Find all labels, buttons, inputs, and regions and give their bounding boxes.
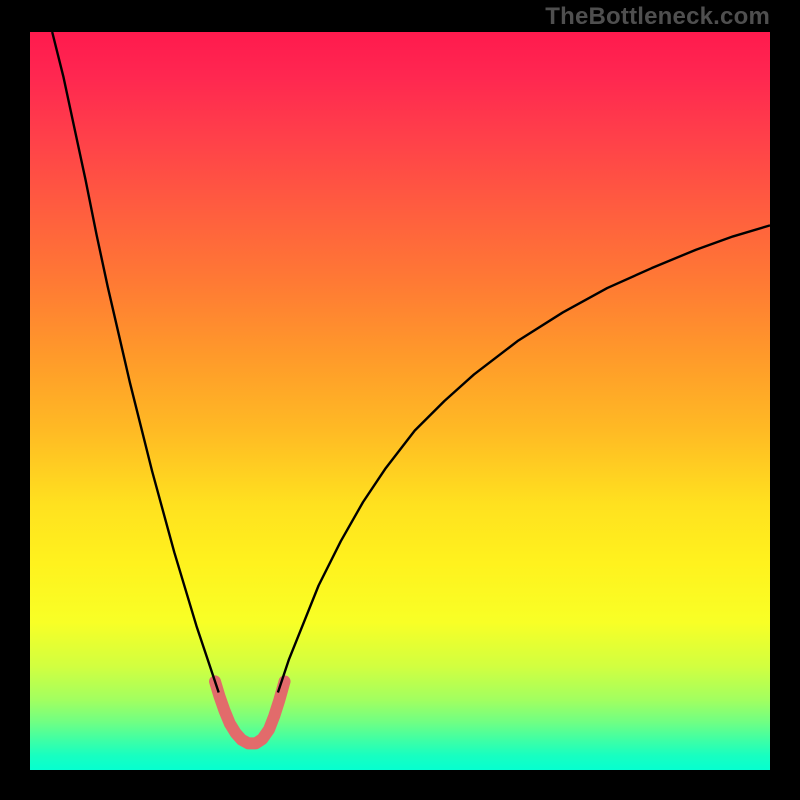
watermark-text: TheBottleneck.com — [545, 3, 770, 31]
bottleneck-curve-left — [52, 32, 219, 693]
bottleneck-curve-right — [278, 225, 770, 692]
curve-layer — [30, 32, 770, 770]
bottleneck-marker-band — [215, 681, 285, 743]
chart-stage: TheBottleneck.com — [0, 0, 800, 800]
plot-area — [30, 32, 770, 770]
